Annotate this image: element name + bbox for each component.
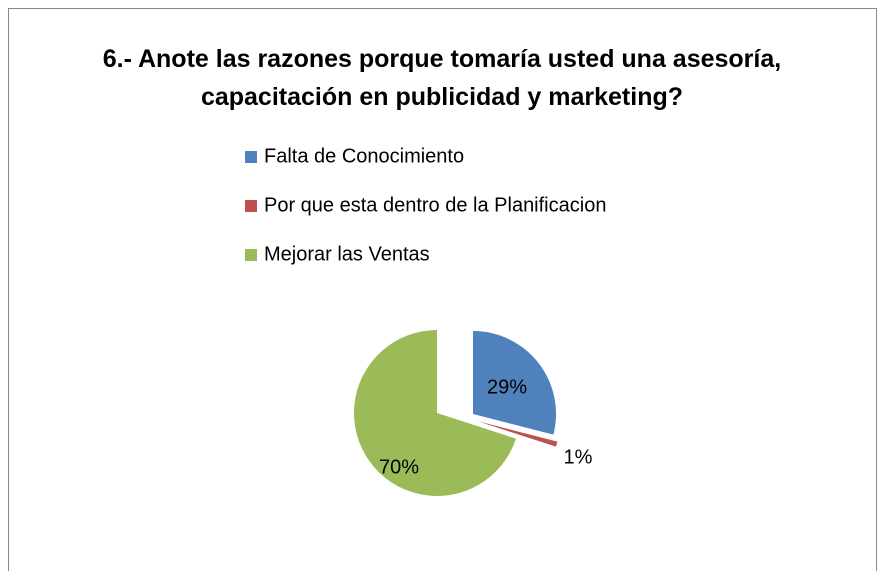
data-label: 70% xyxy=(379,456,419,478)
data-label: 1% xyxy=(564,446,593,468)
legend-swatch xyxy=(245,151,257,163)
legend-label: Por que esta dentro de la Planificacion xyxy=(264,194,606,216)
chart-frame xyxy=(8,8,877,571)
legend-label: Falta de Conocimiento xyxy=(264,145,464,167)
pie-slice xyxy=(354,330,516,496)
legend-label: Mejorar las Ventas xyxy=(264,243,430,265)
pie-slice xyxy=(477,421,558,447)
pie-slice xyxy=(473,331,556,435)
chart-title: 6.- Anote las razones porque tomaría ust… xyxy=(102,45,782,111)
legend-swatch xyxy=(245,200,257,212)
legend-swatch xyxy=(245,249,257,261)
data-label: 29% xyxy=(487,376,527,398)
